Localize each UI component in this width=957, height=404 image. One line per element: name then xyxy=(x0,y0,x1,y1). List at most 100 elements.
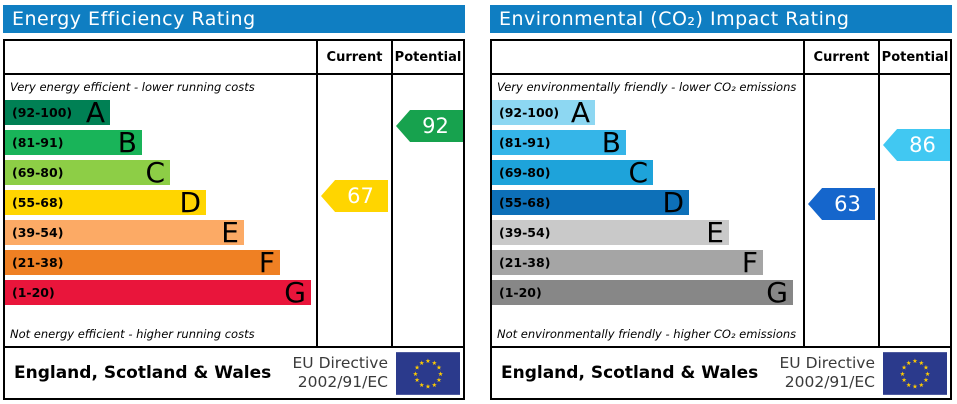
epc-table: Current Potential Very environmentally f… xyxy=(490,39,952,400)
current-arrow: 63 xyxy=(808,188,875,220)
svg-text:★: ★ xyxy=(431,381,437,388)
band-letter: G xyxy=(284,276,306,309)
column-header-current: Current xyxy=(803,41,878,75)
current-column: 67 xyxy=(316,75,391,346)
band-letter: A xyxy=(570,96,590,129)
footer-row: England, Scotland & Wales EU Directive 2… xyxy=(492,346,950,398)
band-letter: D xyxy=(179,186,201,219)
bands: (92-100) A (81-91) B (69-80) C (55-68) D (39-54)… xyxy=(492,96,803,310)
svg-text:★: ★ xyxy=(923,364,929,371)
band-range: (21-38) xyxy=(12,255,64,270)
band-D: (55-68) D xyxy=(492,189,689,217)
band-B: (81-91) B xyxy=(5,126,142,159)
band-A: (92-100) A xyxy=(492,96,595,129)
potential-value: 86 xyxy=(909,133,936,157)
band-F: (21-38) F xyxy=(5,246,280,279)
footer-row: England, Scotland & Wales EU Directive 2… xyxy=(5,346,463,398)
band-letter: F xyxy=(258,246,275,279)
band-letter: F xyxy=(741,246,758,279)
band-letter: C xyxy=(145,156,165,189)
band-range: (55-68) xyxy=(499,195,551,210)
svg-text:★: ★ xyxy=(901,377,907,384)
svg-text:★: ★ xyxy=(414,364,420,371)
column-header-potential: Potential xyxy=(878,41,950,75)
bottom-note: Not energy efficient - higher running co… xyxy=(10,327,255,341)
band-range: (92-100) xyxy=(499,105,560,120)
svg-text:★: ★ xyxy=(436,377,442,384)
svg-text:★: ★ xyxy=(912,358,918,365)
band-range: (55-68) xyxy=(12,195,64,210)
band-letter: B xyxy=(117,126,137,159)
svg-text:★: ★ xyxy=(425,358,431,365)
potential-arrow: 86 xyxy=(883,129,950,161)
co2-impact-chart: Environmental (CO₂) Impact Rating Curren… xyxy=(490,5,952,400)
svg-text:★: ★ xyxy=(419,381,425,388)
band-range: (92-100) xyxy=(12,105,73,120)
band-range: (81-91) xyxy=(499,135,551,150)
band-letter: B xyxy=(601,126,621,159)
svg-text:★: ★ xyxy=(923,377,929,384)
band-G: (1-20) G xyxy=(5,276,311,309)
eu-directive-label: EU Directive 2002/91/EC xyxy=(779,354,876,391)
band-range: (21-38) xyxy=(499,255,551,270)
band-letter: C xyxy=(628,156,648,189)
chart-title: Energy Efficiency Rating xyxy=(12,8,256,30)
eu-directive-label: EU Directive 2002/91/EC xyxy=(292,354,389,391)
band-range: (81-91) xyxy=(12,135,64,150)
energy-efficiency-chart: Energy Efficiency Rating Current Potenti… xyxy=(3,5,465,400)
band-F: (21-38) F xyxy=(492,246,763,279)
svg-text:★: ★ xyxy=(925,370,931,377)
current-arrow: 67 xyxy=(321,180,388,212)
svg-text:★: ★ xyxy=(438,370,444,377)
band-range: (1-20) xyxy=(12,285,55,300)
top-note: Very environmentally friendly - lower CO… xyxy=(497,80,797,94)
eu-flag-icon: ★ ★ ★★ ★★ ★★ ★★ ★★ xyxy=(883,351,947,395)
current-value: 63 xyxy=(834,192,861,216)
bottom-note: Not environmentally friendly - higher CO… xyxy=(497,327,797,341)
epc-table: Current Potential Very energy efficient … xyxy=(3,39,465,400)
svg-text:★: ★ xyxy=(906,359,912,366)
band-range: (39-54) xyxy=(12,225,64,240)
band-range: (39-54) xyxy=(499,225,551,240)
band-A: (92-100) A xyxy=(5,96,110,129)
band-range: (1-20) xyxy=(499,285,542,300)
column-header-current: Current xyxy=(316,41,391,75)
svg-text:★: ★ xyxy=(425,383,431,390)
svg-text:★: ★ xyxy=(414,377,420,384)
bands-area: Very energy efficient - lower running co… xyxy=(5,75,316,346)
band-letter: E xyxy=(706,216,724,249)
band-D: (55-68) D xyxy=(5,186,206,219)
band-G: (1-20) G xyxy=(492,276,793,309)
chart-title-bar: Energy Efficiency Rating xyxy=(3,5,465,33)
svg-text:★: ★ xyxy=(900,370,906,377)
region-label: England, Scotland & Wales xyxy=(501,363,759,383)
svg-text:★: ★ xyxy=(901,364,907,371)
svg-text:★: ★ xyxy=(918,359,924,366)
potential-column: 86 xyxy=(878,75,950,346)
band-range: (69-80) xyxy=(12,165,64,180)
top-note: Very energy efficient - lower running co… xyxy=(10,80,255,94)
band-E: (39-54) E xyxy=(5,216,244,249)
svg-text:★: ★ xyxy=(912,383,918,390)
chart-title: Environmental (CO₂) Impact Rating xyxy=(499,8,850,30)
band-letter: G xyxy=(766,276,788,309)
band-C: (69-80) C xyxy=(5,156,170,189)
bands-area: Very environmentally friendly - lower CO… xyxy=(492,75,803,346)
header-spacer-cell xyxy=(492,41,803,75)
column-header-potential: Potential xyxy=(391,41,463,75)
current-column: 63 xyxy=(803,75,878,346)
band-range: (69-80) xyxy=(499,165,551,180)
svg-text:★: ★ xyxy=(419,359,425,366)
band-letter: A xyxy=(85,96,105,129)
region-label: England, Scotland & Wales xyxy=(14,363,272,383)
band-E: (39-54) E xyxy=(492,216,729,249)
potential-value: 92 xyxy=(422,114,449,138)
band-C: (69-80) C xyxy=(492,156,653,189)
svg-text:★: ★ xyxy=(431,359,437,366)
band-letter: E xyxy=(221,216,239,249)
potential-arrow: 92 xyxy=(396,110,463,142)
current-value: 67 xyxy=(347,184,374,208)
svg-text:★: ★ xyxy=(918,381,924,388)
bands: (92-100) A (81-91) B (69-80) C (55-68) D (39-54)… xyxy=(5,96,316,310)
svg-text:★: ★ xyxy=(906,381,912,388)
